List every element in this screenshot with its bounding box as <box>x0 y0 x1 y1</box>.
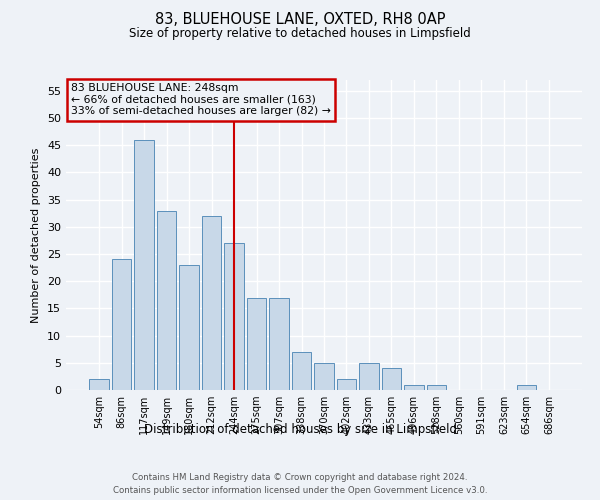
Bar <box>134 140 154 390</box>
Bar <box>247 298 266 390</box>
Text: 83, BLUEHOUSE LANE, OXTED, RH8 0AP: 83, BLUEHOUSE LANE, OXTED, RH8 0AP <box>155 12 445 28</box>
Bar <box>404 384 424 390</box>
Bar <box>202 216 221 390</box>
Text: Distribution of detached houses by size in Limpsfield: Distribution of detached houses by size … <box>143 422 457 436</box>
Bar <box>269 298 289 390</box>
Bar <box>517 384 536 390</box>
Text: 83 BLUEHOUSE LANE: 248sqm
← 66% of detached houses are smaller (163)
33% of semi: 83 BLUEHOUSE LANE: 248sqm ← 66% of detac… <box>71 83 331 116</box>
Bar <box>314 363 334 390</box>
Bar <box>382 368 401 390</box>
Bar <box>157 210 176 390</box>
Bar <box>359 363 379 390</box>
Bar <box>112 260 131 390</box>
Text: Contains public sector information licensed under the Open Government Licence v3: Contains public sector information licen… <box>113 486 487 495</box>
Bar <box>427 384 446 390</box>
Y-axis label: Number of detached properties: Number of detached properties <box>31 148 41 322</box>
Bar <box>337 379 356 390</box>
Text: Size of property relative to detached houses in Limpsfield: Size of property relative to detached ho… <box>129 28 471 40</box>
Bar <box>179 265 199 390</box>
Bar <box>89 379 109 390</box>
Text: Contains HM Land Registry data © Crown copyright and database right 2024.: Contains HM Land Registry data © Crown c… <box>132 472 468 482</box>
Bar <box>292 352 311 390</box>
Bar <box>224 243 244 390</box>
